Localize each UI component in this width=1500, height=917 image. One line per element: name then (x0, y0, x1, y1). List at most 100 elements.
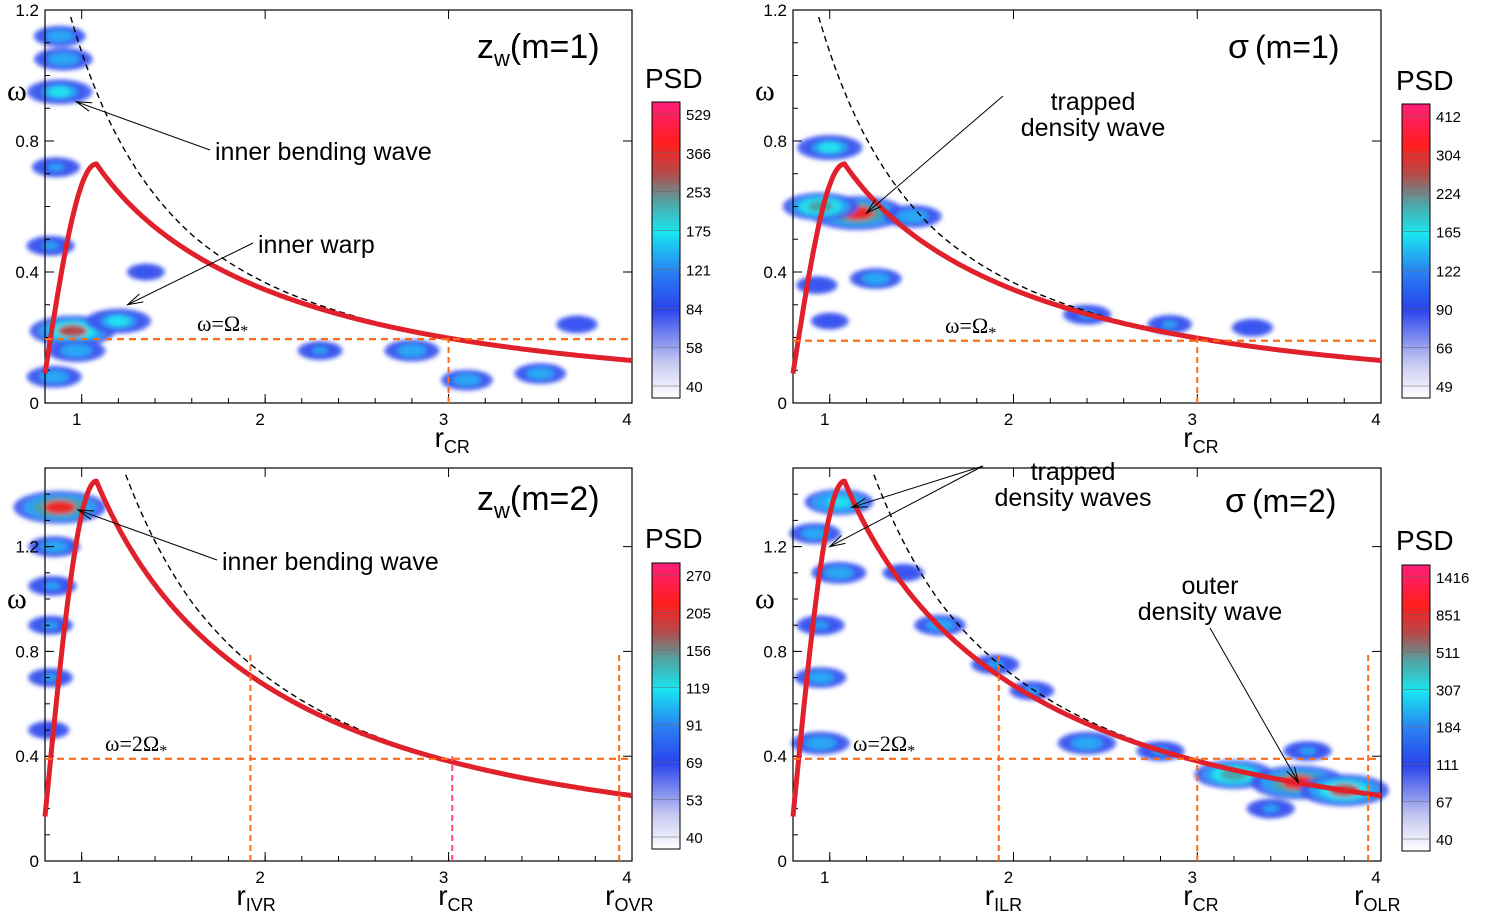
colorbar-gradient (651, 562, 681, 850)
resonance-label-sub: ILR (994, 895, 1022, 915)
panel-2: 1 2 3 4 0 0.4 0.8 1.2 ω ω=Ω* rCR σ (m=1) trappeddensi… (755, 1, 1461, 457)
psd-blob-1 (43, 500, 76, 514)
psd-blob-7 (107, 316, 130, 327)
annotation-arrow (866, 95, 1004, 214)
panel-title: σ (m=1) (1228, 28, 1339, 66)
y-tick-label: 0.8 (15, 132, 39, 151)
x-tick-label: 2 (1004, 868, 1013, 887)
colorbar-label: 529 (686, 107, 711, 124)
pattern-speed-label: ω=2Ω* (105, 731, 167, 760)
annotation-arrow (851, 465, 984, 508)
colorbar-label: 1416 (1436, 570, 1469, 587)
y-tick-label: 0 (30, 394, 39, 413)
annotation-arrow (76, 101, 211, 151)
colorbar-label: 40 (686, 379, 703, 396)
psd-blob-4 (47, 163, 65, 172)
keplerian-dashed-curve (70, 16, 633, 362)
y-tick-label: 1.2 (763, 1, 787, 20)
colorbar-label: 165 (1436, 225, 1461, 242)
x-tick-label: 2 (255, 410, 264, 429)
y-axis-label: ω (755, 74, 775, 107)
panel-3: 1 2 3 400.40.81.2ωω=2Ω*rIVR rCR rOVRzw(m=2)in… (7, 467, 711, 915)
annotation-arrowhead (850, 498, 868, 508)
annotation-text-line2: density wave (1138, 598, 1283, 626)
pattern-speed-label: ω=Ω* (197, 311, 248, 340)
psd-blob-13 (312, 346, 328, 355)
colorbar-label: 121 (686, 262, 711, 279)
omega-frequency-curve (42, 161, 633, 374)
annotation-text-line2: density wave (1021, 114, 1166, 142)
resonance-label-sub: CR (1193, 895, 1219, 915)
psd-blob-5 (866, 274, 885, 283)
x-tick-label: 1 (820, 410, 829, 429)
panel-title-sub: w (493, 46, 510, 71)
psd-blob-2 (45, 542, 63, 551)
annotation-arrow (1209, 627, 1299, 783)
psd-blob-17 (1299, 746, 1316, 755)
colorbar: PSD 529 366 253 175 121 84 58 40 (645, 63, 711, 399)
resonance-label-cr: rCR (435, 422, 470, 457)
x-tick-label: 4 (622, 868, 631, 887)
panel-title: zw(m=1) (477, 28, 600, 71)
y-tick-label: 0.8 (15, 642, 39, 661)
y-tick-label: 0 (778, 394, 787, 413)
psd-blob-10 (139, 268, 153, 276)
x-tick-label: 3 (1188, 410, 1197, 429)
psd-blob-12 (531, 369, 550, 378)
psd-blob-4 (812, 621, 829, 630)
resonance-label-sub: IVR (246, 895, 276, 915)
colorbar-label: 111 (1436, 757, 1459, 774)
psd-blob-6 (809, 281, 824, 289)
annotation-arrow (829, 465, 984, 548)
annotation-arrowhead (1286, 766, 1300, 784)
colorbar-label: 58 (686, 340, 703, 357)
psd-blob-7 (896, 569, 911, 577)
colorbar-title: PSD (1396, 65, 1454, 96)
x-tick-label: 2 (1004, 410, 1013, 429)
x-tick-label: 3 (1188, 868, 1197, 887)
annotation-arrowhead (125, 293, 144, 306)
pattern-speed-label-sub: * (907, 743, 915, 760)
colorbar-label: 67 (1436, 795, 1453, 812)
plot-frame (792, 467, 1382, 862)
annotation-text-line1: trapped (1051, 88, 1136, 116)
colorbar-label: 175 (686, 224, 711, 241)
psd-blob-8 (66, 346, 87, 356)
y-tick-label: 0 (778, 852, 787, 871)
panel-title-tail: (m=1) (510, 28, 600, 66)
resonance-label-sub: CR (444, 437, 470, 457)
resonance-label-sub: OVR (614, 895, 653, 915)
colorbar-label: 49 (1436, 379, 1453, 396)
colorbar-title: PSD (645, 63, 703, 94)
colorbar-label: 224 (1436, 186, 1461, 203)
psd-blob-6 (57, 324, 88, 338)
colorbar-label: 53 (686, 793, 703, 810)
colorbar-label: 69 (686, 755, 703, 772)
colorbar-label: 511 (1436, 645, 1460, 662)
psd-blob-11 (402, 346, 422, 355)
resonance-label-cr: rCR (438, 880, 473, 915)
x-tick-label: 3 (439, 410, 448, 429)
annotation-text: inner warp (258, 231, 375, 259)
pattern-speed-label-sub: * (988, 325, 996, 342)
psd-blob-4 (818, 142, 841, 153)
colorbar-label: 851 (1436, 607, 1461, 624)
colorbar-label: 304 (1436, 148, 1461, 165)
resonance-label-sub: OLR (1363, 895, 1400, 915)
panel-title-sub: w (493, 498, 510, 523)
colorbar-label: 119 (686, 680, 710, 697)
psd-blob-10 (823, 317, 837, 325)
resonance-label-sub: CR (448, 895, 474, 915)
psd-blob-14 (569, 320, 585, 328)
y-tick-label: 1.2 (15, 538, 39, 557)
annotation-text: inner bending wave (215, 138, 432, 166)
annotation-arrowhead (865, 199, 882, 215)
annotation-arrowhead (828, 535, 846, 548)
psd-blob-3 (44, 581, 61, 590)
psd-blob-2 (806, 529, 824, 538)
psd-blob-3 (902, 211, 923, 221)
y-tick-label: 1.2 (763, 538, 787, 557)
